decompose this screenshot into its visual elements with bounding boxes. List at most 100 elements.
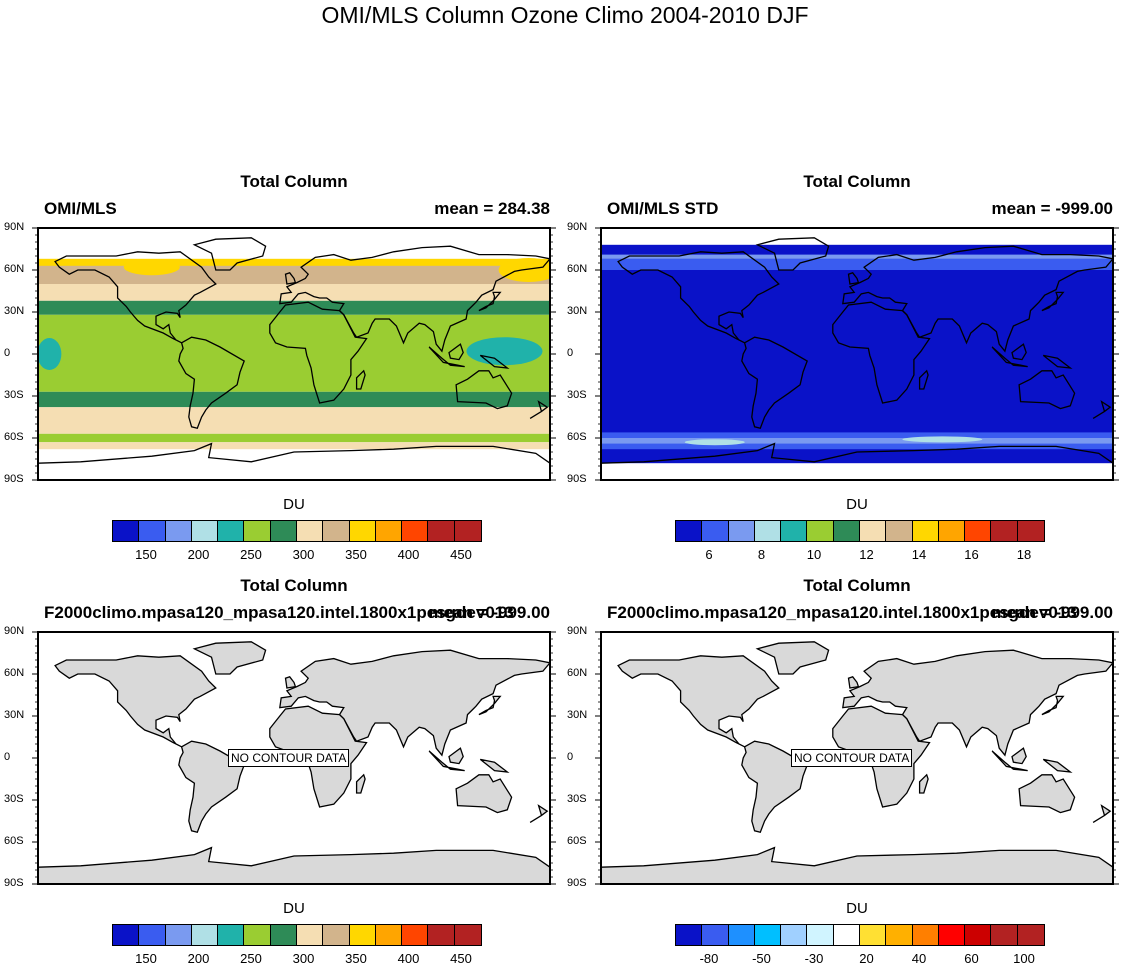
- continent-newguinea: [1042, 354, 1073, 369]
- colorbar-swatch: [218, 925, 245, 945]
- panel-left-label: OMI/MLS: [44, 199, 117, 218]
- band-std-south-light: [601, 438, 1113, 444]
- colorbar-swatch: [454, 925, 481, 945]
- colorbar-swatch: [938, 925, 966, 945]
- colorbar-unit-label: DU: [846, 496, 868, 513]
- continent-namerica: [617, 251, 780, 344]
- colorbar-swatch: [244, 925, 271, 945]
- continent-antarctica: [601, 442, 1113, 480]
- continent-newguinea: [479, 758, 510, 773]
- continent-japan: [1041, 695, 1065, 716]
- colorbar-tick-label: 450: [450, 547, 472, 562]
- lat-label: 30S: [4, 389, 24, 401]
- colorbar-swatch: [833, 925, 860, 945]
- continent-indonesia: [991, 346, 1028, 368]
- tropical-low-pacific: [466, 337, 543, 366]
- colorbar-swatch: [191, 925, 219, 945]
- colorbar-tick-label: 350: [345, 547, 367, 562]
- colorbar-tick-label: 400: [397, 951, 420, 966]
- continent-uk: [847, 676, 860, 689]
- continent-greenland: [755, 641, 830, 675]
- high-north-america: [123, 259, 180, 276]
- no-contour-data-label: NO CONTOUR DATA: [791, 749, 913, 767]
- lat-label: 90N: [567, 221, 588, 233]
- colorbar-swatch: [912, 521, 939, 541]
- panel-mean-label: mean = -999.00: [428, 603, 550, 622]
- colorbar-swatch: [375, 521, 403, 541]
- colorbar-tick-label: 8: [757, 547, 766, 562]
- colorbar-ticks: -80 -50 -30 20 40 60 100: [563, 951, 1123, 967]
- colorbar-swatch: [676, 925, 703, 945]
- colorbar-swatch: [349, 925, 376, 945]
- continent-antarctica: [38, 442, 550, 480]
- continent-greenland: [755, 237, 830, 271]
- colorbar-swatch: [402, 925, 429, 945]
- colorbar-ticks: 150 200 250 300 350 400 450: [0, 951, 560, 967]
- colorbar-unit-label: DU: [283, 900, 305, 917]
- continent-nz: [1092, 400, 1112, 419]
- colorbar-swatch: [270, 925, 297, 945]
- colorbar-tick-label: 400: [397, 547, 420, 562]
- lat-label: 60N: [4, 263, 25, 275]
- colorbar-swatch: [912, 925, 939, 945]
- panel-left-label: F2000climo.mpasa120_mpasa120.intel.1800x…: [44, 603, 514, 622]
- lat-label: 0: [567, 347, 574, 359]
- colorbar-swatch: [323, 925, 350, 945]
- map-panel-1: Total Column OMI/MLS mean = 284.38 90N 60N 30…: [0, 172, 560, 572]
- band-ozone-south-lime: [38, 433, 550, 443]
- colorbar-tick-label: 60: [964, 951, 979, 966]
- continent-namerica: [54, 251, 217, 344]
- lat-label: 0: [4, 751, 11, 763]
- continent-eurasia: [842, 649, 1113, 757]
- continent-madagascar: [355, 369, 366, 390]
- lat-label: 90N: [4, 625, 25, 637]
- continent-newguinea: [1042, 758, 1073, 773]
- colorbar-swatch: [991, 925, 1018, 945]
- colorbar-swatch: [454, 521, 481, 541]
- lat-label: 60S: [4, 431, 24, 443]
- continent-eurasia: [279, 649, 550, 757]
- map-plot: [32, 227, 556, 481]
- colorbar-tick-label: 40: [911, 951, 927, 966]
- band-ozone-south-green: [38, 391, 550, 408]
- panel-title: Total Column: [803, 172, 911, 191]
- continent-japan: [478, 695, 502, 716]
- colorbar-swatch: [428, 925, 455, 945]
- continent-australia: [1018, 774, 1076, 814]
- continent-madagascar: [918, 773, 929, 794]
- panel-left-label: OMI/MLS STD: [607, 199, 719, 218]
- continent-borneo: [448, 343, 464, 361]
- colorbar: [675, 520, 1045, 542]
- colorbar-tick-label: 18: [1016, 547, 1032, 562]
- band-std-base: [601, 244, 1113, 464]
- lat-label: 90S: [4, 877, 24, 889]
- map-plot: [595, 227, 1119, 481]
- continent-uk: [847, 272, 860, 285]
- band-ozone-tropics: [38, 314, 550, 392]
- colorbar-swatch: [113, 521, 140, 541]
- continent-borneo: [1011, 747, 1027, 765]
- no-contour-data-label: NO CONTOUR DATA: [228, 749, 350, 767]
- band-ozone-north-wheat: [38, 284, 550, 301]
- lat-label: 60S: [4, 835, 24, 847]
- colorbar-tick-label: 450: [450, 951, 472, 966]
- colorbar-tick-label: 200: [187, 951, 210, 966]
- lat-label: 90S: [4, 473, 24, 485]
- colorbar-swatch: [191, 521, 219, 541]
- continent-africa: [269, 301, 368, 404]
- continent-uk: [284, 676, 297, 689]
- lat-label: 60N: [567, 667, 588, 679]
- lat-label: 30N: [4, 305, 25, 317]
- map-panel-2: Total Column OMI/MLS STD mean = -999.00 90N…: [563, 172, 1123, 572]
- colorbar-swatch: [859, 521, 887, 541]
- lat-label: 30N: [567, 709, 588, 721]
- colorbar-tick-label: 250: [240, 951, 262, 966]
- panel-title: Total Column: [240, 576, 348, 595]
- continent-australia: [1018, 370, 1076, 410]
- colorbar-swatch: [886, 925, 913, 945]
- colorbar-swatch: [1017, 925, 1044, 945]
- continent-australia: [455, 774, 513, 814]
- colorbar-swatch: [676, 521, 703, 541]
- colorbar-swatch: [781, 521, 808, 541]
- continent-nz: [529, 400, 549, 419]
